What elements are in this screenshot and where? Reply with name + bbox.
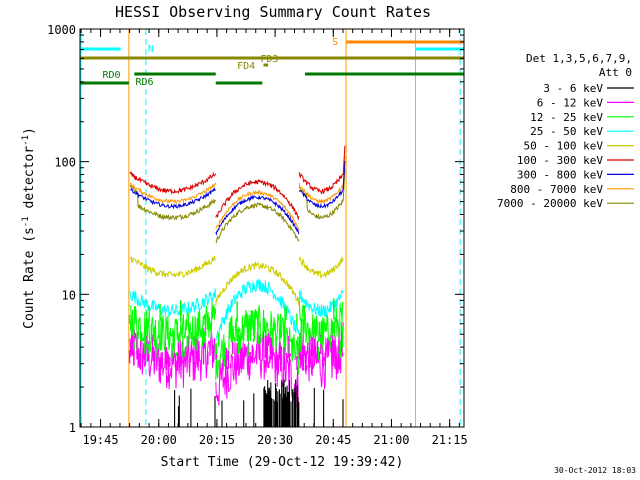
series-spikes-3-6-kev bbox=[174, 379, 344, 427]
x-tick-label: 21:15 bbox=[432, 433, 468, 447]
legend-entry-label: 6 - 12 keV bbox=[537, 96, 604, 109]
legend-entry-label: 300 - 800 keV bbox=[517, 168, 603, 181]
y-tick-label: 100 bbox=[54, 156, 76, 170]
x-axis-label: Start Time (29-Oct-12 19:39:42) bbox=[161, 455, 404, 470]
axis-ticks: 19:45 20:00 20:15 20:30 20:45 21:00 21:15 1 10 10… bbox=[47, 23, 468, 447]
y-tick-label: 1000 bbox=[47, 23, 76, 37]
series-line bbox=[130, 160, 346, 236]
series-line bbox=[129, 255, 344, 306]
flag-label-fd3: FD3 bbox=[260, 54, 278, 65]
x-tick-label: 21:00 bbox=[373, 433, 409, 447]
legend-entry-label: 25 - 50 keV bbox=[530, 125, 603, 138]
flag-label-rd0: RD0 bbox=[102, 70, 120, 81]
flag-label-fd4: FD4 bbox=[237, 61, 255, 72]
legend-entry-label: 800 - 7000 keV bbox=[510, 183, 603, 196]
x-tick-label: 20:15 bbox=[199, 433, 235, 447]
x-tick-label: 20:45 bbox=[315, 433, 351, 447]
x-tick-label: 19:45 bbox=[82, 433, 118, 447]
footer-timestamp: 30-Oct-2012 18:03 bbox=[554, 466, 636, 475]
series-line bbox=[129, 145, 346, 221]
legend-entry-label: 50 - 100 keV bbox=[524, 140, 604, 153]
y-tick-label: 1 bbox=[69, 421, 76, 435]
series-scatter bbox=[128, 298, 344, 360]
flag-label-s: S bbox=[332, 37, 338, 48]
legend-entry-label: 7000 - 20000 keV bbox=[497, 197, 603, 210]
flag-label-n: N bbox=[148, 44, 154, 55]
flag-label-rd6: RD6 bbox=[135, 77, 153, 88]
y-axis-label: Count Rate (s-1 detector-1) bbox=[21, 127, 37, 329]
legend-header: Att 0 bbox=[599, 66, 632, 79]
plot-frame bbox=[79, 28, 465, 428]
legend-entry-label: 3 - 6 keV bbox=[543, 82, 603, 95]
legend-header: Det 1,3,5,6,7,9, bbox=[526, 52, 632, 65]
series-line bbox=[129, 156, 346, 231]
y-tick-label: 10 bbox=[62, 288, 76, 302]
legend-entry-label: 100 - 300 keV bbox=[517, 154, 603, 167]
plot-area: N S FD3 FD4 RD0 RD6 bbox=[80, 29, 464, 427]
legend-entry-label: 12 - 25 keV bbox=[530, 111, 603, 124]
x-tick-label: 20:30 bbox=[257, 433, 293, 447]
x-tick-label: 20:00 bbox=[141, 433, 177, 447]
chart-title: HESSI Observing Summary Count Rates bbox=[115, 3, 431, 21]
series-line bbox=[129, 278, 344, 342]
